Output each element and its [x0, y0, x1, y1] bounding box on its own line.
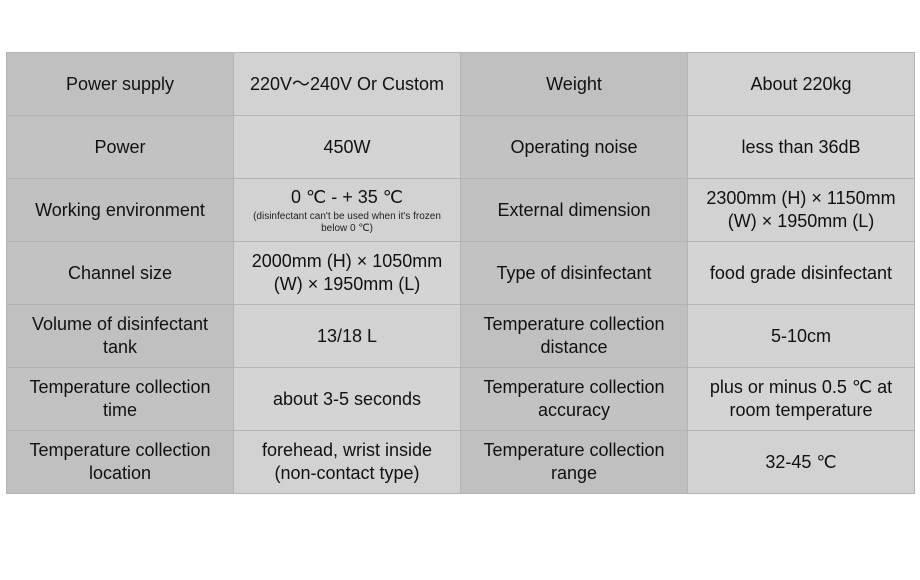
- external-dimension-value: 2300mm (H) × 1150mm (W) × 1950mm (L): [687, 178, 915, 242]
- table-row: Power 450W Operating noise less than 36d…: [6, 115, 915, 179]
- cell-text: forehead, wrist inside (non-contact type…: [261, 440, 433, 483]
- cell-text: Weight: [546, 73, 602, 94]
- cell-text: 220V～240V Or Custom: [249, 73, 445, 94]
- collection-range-value: 32-45 ℃: [687, 430, 915, 494]
- cell-text: Working environment: [35, 199, 205, 220]
- cell-text: 0 ℃ - + 35 ℃: [291, 186, 403, 207]
- weight-label: Weight: [460, 52, 688, 116]
- collection-range-label: Temperature collection range: [460, 430, 688, 494]
- cell-text: 5-10cm: [770, 325, 832, 346]
- cell-text: About 220kg: [750, 73, 852, 94]
- cell-text: Temperature collection accuracy: [483, 377, 665, 420]
- weight-value: About 220kg: [687, 52, 915, 116]
- power-supply-label: Power supply: [6, 52, 234, 116]
- cell-text: plus or minus 0.5 ℃ at room temperature: [709, 377, 893, 420]
- table-row: Volume of disinfectant tank 13/18 L Temp…: [6, 304, 915, 368]
- cell-text: Temperature collection range: [483, 440, 665, 483]
- cell-text: Operating noise: [510, 136, 638, 157]
- collection-location-label: Temperature collection location: [6, 430, 234, 494]
- external-dimension-label: External dimension: [460, 178, 688, 242]
- collection-location-value: forehead, wrist inside (non-contact type…: [233, 430, 461, 494]
- collection-accuracy-label: Temperature collection accuracy: [460, 367, 688, 431]
- power-supply-value: 220V～240V Or Custom: [233, 52, 461, 116]
- cell-text: 32-45 ℃: [765, 451, 837, 472]
- collection-time-label: Temperature collection time: [6, 367, 234, 431]
- cell-text: Temperature collection time: [29, 377, 211, 420]
- power-value: 450W: [233, 115, 461, 179]
- operating-noise-value: less than 36dB: [687, 115, 915, 179]
- operating-noise-label: Operating noise: [460, 115, 688, 179]
- channel-size-label: Channel size: [6, 241, 234, 305]
- tank-volume-label: Volume of disinfectant tank: [6, 304, 234, 368]
- table-row: Power supply 220V～240V Or Custom Weight …: [6, 52, 915, 116]
- cell-text: Type of disinfectant: [496, 262, 652, 283]
- collection-distance-label: Temperature collection distance: [460, 304, 688, 368]
- cell-text: less than 36dB: [741, 136, 861, 157]
- cell-text: about 3-5 seconds: [272, 388, 422, 409]
- cell-text: Channel size: [67, 262, 173, 283]
- channel-size-value: 2000mm (H) × 1050mm (W) × 1950mm (L): [233, 241, 461, 305]
- collection-distance-value: 5-10cm: [687, 304, 915, 368]
- cell-text: Power: [94, 136, 146, 157]
- disinfectant-type-label: Type of disinfectant: [460, 241, 688, 305]
- power-label: Power: [6, 115, 234, 179]
- cell-text: 13/18 L: [316, 325, 378, 346]
- cell-note: (disinfectant can't be used when it's fr…: [253, 210, 441, 234]
- cell-text: Power supply: [65, 73, 175, 94]
- disinfectant-type-value: food grade disinfectant: [687, 241, 915, 305]
- table-row: Channel size 2000mm (H) × 1050mm (W) × 1…: [6, 241, 915, 305]
- spec-table: Power supply 220V～240V Or Custom Weight …: [6, 52, 915, 494]
- working-environment-value: 0 ℃ - + 35 ℃ (disinfectant can't be used…: [233, 178, 461, 242]
- cell-text: food grade disinfectant: [709, 262, 893, 283]
- cell-text: 2300mm (H) × 1150mm (W) × 1950mm (L): [706, 188, 896, 231]
- collection-accuracy-value: plus or minus 0.5 ℃ at room temperature: [687, 367, 915, 431]
- cell-text: External dimension: [497, 199, 651, 220]
- cell-text: Temperature collection distance: [483, 314, 665, 357]
- table-row: Temperature collection time about 3-5 se…: [6, 367, 915, 431]
- cell-text: Temperature collection location: [29, 440, 211, 483]
- table-row: Temperature collection location forehead…: [6, 430, 915, 494]
- working-environment-label: Working environment: [6, 178, 234, 242]
- cell-text: Volume of disinfectant tank: [31, 314, 209, 357]
- cell-text: 450W: [323, 136, 371, 157]
- collection-time-value: about 3-5 seconds: [233, 367, 461, 431]
- cell-text: 2000mm (H) × 1050mm (W) × 1950mm (L): [251, 251, 443, 294]
- table-row: Working environment 0 ℃ - + 35 ℃ (disinf…: [6, 178, 915, 242]
- tank-volume-value: 13/18 L: [233, 304, 461, 368]
